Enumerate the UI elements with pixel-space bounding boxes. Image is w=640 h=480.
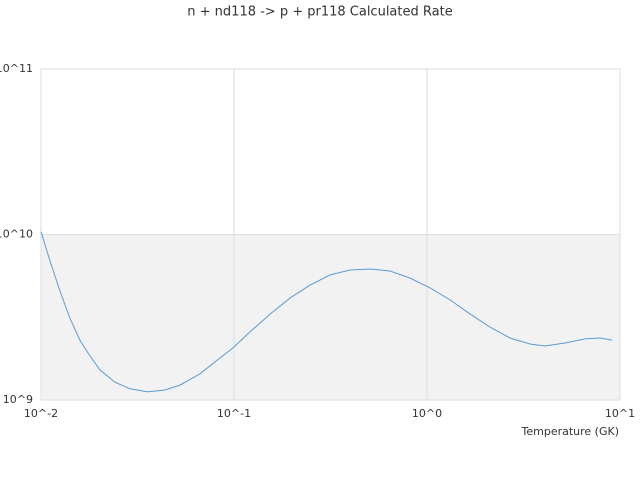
line-series bbox=[40, 231, 613, 393]
x-axis-label: Temperature (GK) bbox=[521, 425, 620, 438]
chart-title: n + nd118 -> p + pr118 Calculated Rate bbox=[187, 5, 452, 20]
x-tick-label: 10^0 bbox=[412, 407, 442, 420]
y-tick-label: 10^11 bbox=[0, 62, 33, 75]
y-tick-label: 10^10 bbox=[0, 228, 33, 241]
x-tick-label: 10^1 bbox=[605, 407, 635, 420]
x-tick-label: 10^-2 bbox=[24, 407, 58, 420]
y-tick-label: 10^9 bbox=[3, 393, 33, 406]
grid-band bbox=[41, 234, 620, 400]
x-tick-label: 10^-1 bbox=[217, 407, 251, 420]
